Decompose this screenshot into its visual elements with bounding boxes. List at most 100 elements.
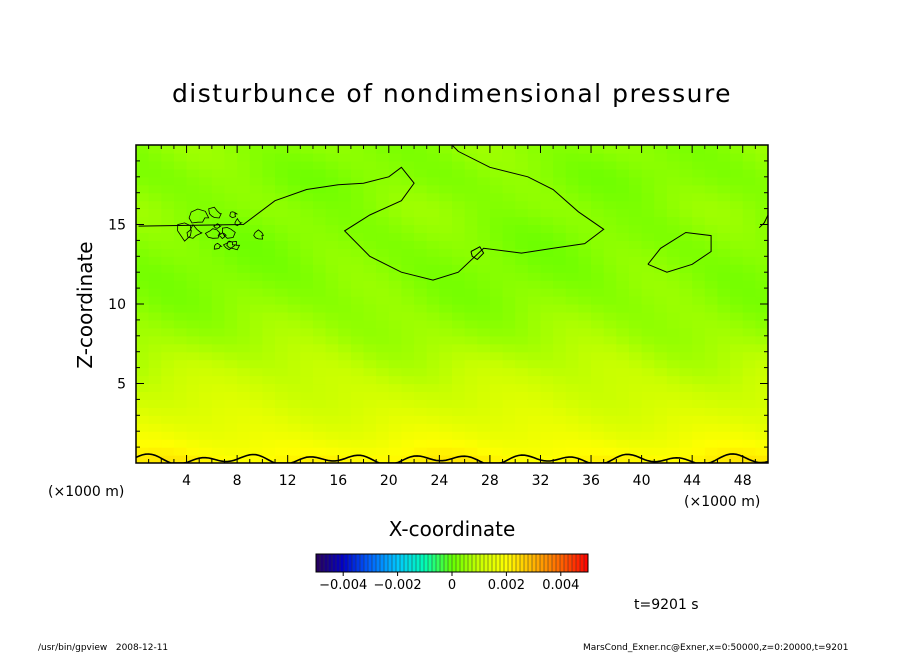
contour-right-loop bbox=[647, 231, 712, 273]
heatmap-cell bbox=[136, 248, 150, 257]
heatmap-cell bbox=[136, 288, 150, 297]
heatmap-cell bbox=[173, 272, 188, 281]
heatmap-cell bbox=[755, 216, 768, 226]
heatmap-cell bbox=[452, 184, 466, 194]
heatmap-cell bbox=[312, 327, 327, 337]
heatmap-cell bbox=[692, 455, 706, 463]
heatmap-cell bbox=[161, 224, 175, 234]
heatmap-cell bbox=[515, 319, 529, 329]
heatmap-cell bbox=[199, 240, 213, 249]
heatmap-cell bbox=[237, 359, 251, 369]
heatmap-cell bbox=[199, 375, 213, 385]
heatmap-cell bbox=[186, 264, 200, 273]
heatmap-cell bbox=[502, 335, 516, 345]
heatmap-cell bbox=[136, 152, 150, 162]
heatmap-cell bbox=[338, 304, 352, 313]
heatmap-cell bbox=[502, 399, 516, 408]
heatmap-cell bbox=[578, 224, 592, 234]
heatmap-cell bbox=[692, 256, 706, 265]
heatmap-cell bbox=[363, 280, 377, 289]
heatmap-cell bbox=[287, 391, 301, 400]
heatmap-cell bbox=[161, 423, 175, 432]
heatmap-cell bbox=[502, 343, 516, 353]
heatmap-cell bbox=[211, 319, 226, 329]
heatmap-cell bbox=[616, 200, 630, 210]
heatmap-cell bbox=[452, 296, 466, 305]
heatmap-cell bbox=[363, 256, 377, 265]
heatmap-cell bbox=[527, 216, 542, 226]
heatmap-cell bbox=[376, 176, 390, 186]
heatmap-cell bbox=[414, 296, 428, 305]
heatmap-cell bbox=[426, 152, 440, 162]
heatmap-cell bbox=[755, 168, 768, 178]
heatmap-cell bbox=[452, 192, 466, 202]
heatmap-cell bbox=[237, 319, 251, 329]
heatmap-cell bbox=[515, 327, 529, 337]
heatmap-cell bbox=[704, 224, 719, 234]
heatmap-cell bbox=[489, 304, 504, 313]
heatmap-cell bbox=[654, 439, 668, 448]
heatmap-cell bbox=[666, 439, 681, 448]
heatmap-cell bbox=[388, 145, 403, 154]
heatmap-cell bbox=[502, 192, 516, 202]
heatmap-cell bbox=[717, 327, 731, 337]
heatmap-cell bbox=[136, 304, 150, 313]
heatmap-cell bbox=[325, 264, 339, 273]
heatmap-cell bbox=[565, 192, 579, 202]
heatmap-cell bbox=[628, 264, 643, 273]
heatmap-cell bbox=[388, 327, 403, 337]
heatmap-cell bbox=[527, 431, 542, 440]
heatmap-cell bbox=[262, 152, 276, 162]
heatmap-cell bbox=[350, 327, 365, 337]
heatmap-cell bbox=[692, 216, 706, 226]
heatmap-cell bbox=[641, 399, 655, 408]
heatmap-cell bbox=[262, 168, 276, 178]
heatmap-cell bbox=[540, 351, 554, 361]
heatmap-cell bbox=[186, 288, 200, 297]
heatmap-cell bbox=[679, 152, 693, 162]
heatmap-cell bbox=[224, 160, 238, 170]
heatmap-cell bbox=[439, 423, 453, 432]
heatmap-cell bbox=[300, 351, 314, 361]
heatmap-cell bbox=[502, 224, 516, 234]
heatmap-cell bbox=[730, 431, 744, 440]
heatmap-cell bbox=[717, 288, 731, 297]
heatmap-cell bbox=[414, 192, 428, 202]
heatmap-cell bbox=[325, 399, 339, 408]
heatmap-cell bbox=[692, 375, 706, 385]
heatmap-cell bbox=[578, 200, 592, 210]
heatmap-cell bbox=[654, 367, 668, 377]
footer-date: 2008-12-11 bbox=[115, 643, 169, 653]
heatmap-cell bbox=[148, 152, 162, 162]
heatmap-cell bbox=[628, 272, 643, 281]
heatmap-cell bbox=[477, 145, 491, 154]
colorbar-cell bbox=[352, 554, 357, 572]
heatmap-cell bbox=[730, 383, 744, 393]
heatmap-cell bbox=[730, 176, 744, 186]
heatmap-cell bbox=[211, 399, 226, 408]
heatmap-cell bbox=[199, 335, 213, 345]
heatmap-cell bbox=[641, 351, 655, 361]
heatmap-cell bbox=[148, 327, 162, 337]
heatmap-cell bbox=[641, 383, 655, 393]
heatmap-cell bbox=[628, 423, 643, 432]
heatmap-cell bbox=[186, 232, 200, 241]
heatmap-cell bbox=[173, 184, 188, 194]
heatmap-cell bbox=[477, 431, 491, 440]
heatmap-cell bbox=[591, 216, 605, 226]
heatmap-cell bbox=[401, 343, 415, 353]
colorbar-cell bbox=[452, 554, 457, 572]
heatmap-cell bbox=[211, 415, 226, 424]
heatmap-cell bbox=[742, 168, 756, 178]
heatmap-cell bbox=[376, 319, 390, 329]
heatmap-cell bbox=[515, 455, 529, 463]
colorbar-cell bbox=[508, 554, 513, 572]
heatmap-cell bbox=[704, 168, 719, 178]
heatmap-cell bbox=[325, 176, 339, 186]
heatmap-cell bbox=[704, 280, 719, 289]
heatmap-cell bbox=[452, 248, 466, 257]
heatmap-cell bbox=[199, 216, 213, 226]
colorbar-cell bbox=[468, 554, 473, 572]
heatmap-cell bbox=[312, 335, 327, 345]
heatmap-cell bbox=[224, 431, 238, 440]
